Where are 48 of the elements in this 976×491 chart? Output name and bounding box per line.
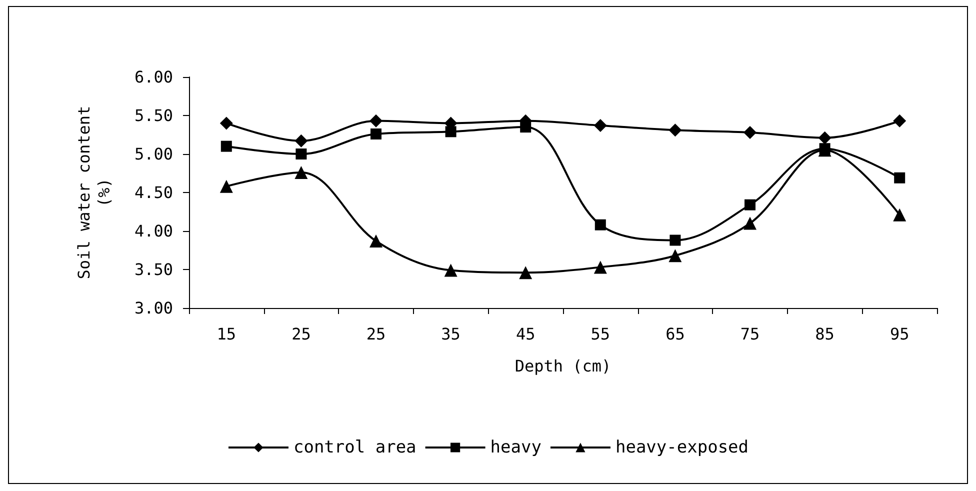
x-tick-label: 25 bbox=[366, 324, 386, 344]
x-tick-label: 15 bbox=[216, 324, 236, 344]
point bbox=[519, 266, 532, 280]
y-tick-label: 3.50 bbox=[134, 260, 173, 279]
legend-label: heavy-exposed bbox=[615, 438, 749, 458]
x-tick-label: 55 bbox=[590, 324, 610, 344]
point bbox=[594, 219, 606, 230]
y-axis-title: Soil water content (%) bbox=[74, 106, 114, 280]
y-tick-label: 4.00 bbox=[134, 222, 173, 240]
point bbox=[370, 234, 382, 248]
x-tick-label: 65 bbox=[666, 324, 685, 344]
y-tick-label: 4.50 bbox=[134, 183, 173, 202]
point bbox=[744, 216, 756, 230]
point bbox=[744, 126, 756, 139]
point bbox=[893, 208, 906, 222]
x-tick-label: 85 bbox=[815, 324, 834, 344]
y-tick-label: 6.00 bbox=[134, 68, 173, 86]
point bbox=[894, 172, 906, 184]
y-tick-label: 3.00 bbox=[134, 298, 173, 318]
point bbox=[670, 234, 681, 246]
point bbox=[296, 148, 307, 160]
legend-label: heavy bbox=[490, 438, 542, 458]
x-tick-label: 25 bbox=[292, 324, 311, 344]
point bbox=[370, 128, 382, 140]
x-tick-label: 35 bbox=[441, 324, 460, 344]
y-tick-label: 5.00 bbox=[134, 144, 173, 164]
point bbox=[220, 116, 233, 130]
point bbox=[444, 264, 458, 277]
point bbox=[294, 134, 308, 148]
y-tick-label: 5.50 bbox=[134, 106, 173, 125]
point bbox=[220, 140, 232, 152]
point bbox=[668, 249, 682, 262]
x-tick-label: 75 bbox=[740, 324, 760, 344]
point bbox=[294, 166, 308, 179]
point bbox=[668, 124, 682, 137]
point bbox=[893, 114, 906, 128]
legend-label: control area bbox=[293, 438, 416, 458]
point bbox=[445, 126, 456, 138]
point bbox=[520, 122, 532, 133]
x-tick-label: 95 bbox=[890, 324, 910, 344]
point bbox=[594, 119, 607, 132]
point bbox=[370, 114, 382, 128]
point bbox=[744, 199, 756, 210]
point bbox=[818, 131, 832, 144]
x-axis-title: Depth (cm) bbox=[514, 356, 612, 376]
point bbox=[594, 260, 607, 274]
point bbox=[220, 180, 233, 193]
x-tick-label: 45 bbox=[516, 324, 536, 344]
